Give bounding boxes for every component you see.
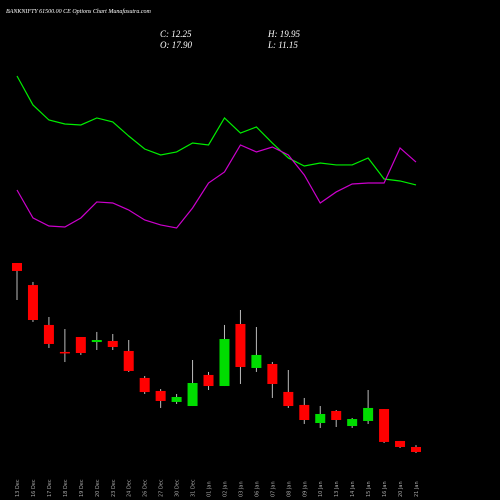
x-tick-label: 17 Dec — [47, 479, 53, 497]
x-tick-label: 20 Jan — [398, 481, 404, 497]
candle-body — [251, 354, 262, 368]
overlay-line — [16, 75, 417, 186]
x-tick-label: 18 Dec — [63, 479, 69, 497]
x-tick-label: 13 Dec — [15, 479, 21, 497]
x-tick-label: 13 Jan — [334, 481, 340, 497]
ohlc-label: L: 11.15 — [267, 40, 298, 50]
candle-body — [155, 390, 166, 401]
candle-body — [363, 407, 374, 421]
x-tick-label: 06 Jan — [254, 481, 260, 497]
candle-body — [379, 409, 390, 442]
candle-body — [27, 285, 38, 320]
candle-body — [75, 336, 86, 354]
x-tick-label: 16 Jan — [382, 481, 388, 497]
candle-body — [395, 440, 406, 447]
x-tick-label: 15 Jan — [366, 481, 372, 497]
x-tick-label: 24 Dec — [127, 479, 133, 497]
x-tick-label: 30 Dec — [175, 479, 181, 497]
candle-body — [283, 391, 294, 407]
candle-body — [43, 324, 54, 344]
x-tick-label: 03 Jan — [238, 481, 244, 497]
candle-body — [12, 263, 22, 271]
candle-body — [203, 374, 214, 387]
chart-title: BANKNIFTY 61500.00 CE Options Chart Muna… — [6, 8, 152, 15]
candle-body — [91, 340, 102, 343]
overlay-line — [16, 144, 417, 229]
candle-body — [235, 323, 246, 367]
x-tick-label: 02 Jan — [222, 481, 228, 497]
candle-body — [315, 413, 326, 424]
x-tick-label: 16 Dec — [31, 479, 37, 497]
candle-body — [123, 350, 134, 371]
x-tick-label: 20 Dec — [95, 479, 101, 497]
candle-body — [267, 363, 278, 384]
x-tick-label: 08 Jan — [286, 481, 292, 497]
candle-body — [219, 339, 230, 387]
x-tick-label: 31 Dec — [191, 479, 197, 497]
x-tick-label: 27 Dec — [159, 479, 165, 497]
x-tick-label: 21 Jan — [414, 481, 420, 497]
x-tick-label: 09 Jan — [302, 481, 308, 497]
x-tick-label: 23 Dec — [111, 479, 117, 497]
candle-body — [187, 383, 198, 407]
x-tick-label: 19 Dec — [79, 479, 85, 497]
candle-body — [411, 446, 421, 452]
candle-body — [139, 377, 150, 393]
x-tick-label: 01 Jan — [207, 481, 213, 497]
x-tick-label: 26 Dec — [143, 479, 149, 497]
x-tick-label: 07 Jan — [270, 481, 276, 497]
ohlc-label: O: 17.90 — [160, 40, 192, 50]
candle-body — [59, 351, 70, 354]
candle-body — [331, 410, 342, 420]
ohlc-label: C: 12.25 — [160, 29, 192, 39]
candle-body — [171, 396, 182, 402]
candle-body — [347, 419, 358, 427]
ohlc-label: H: 19.95 — [267, 29, 300, 39]
candle-body — [107, 340, 118, 347]
x-tick-label: 14 Jan — [350, 481, 356, 497]
x-tick-label: 10 Jan — [318, 481, 324, 497]
candle-body — [299, 404, 310, 420]
